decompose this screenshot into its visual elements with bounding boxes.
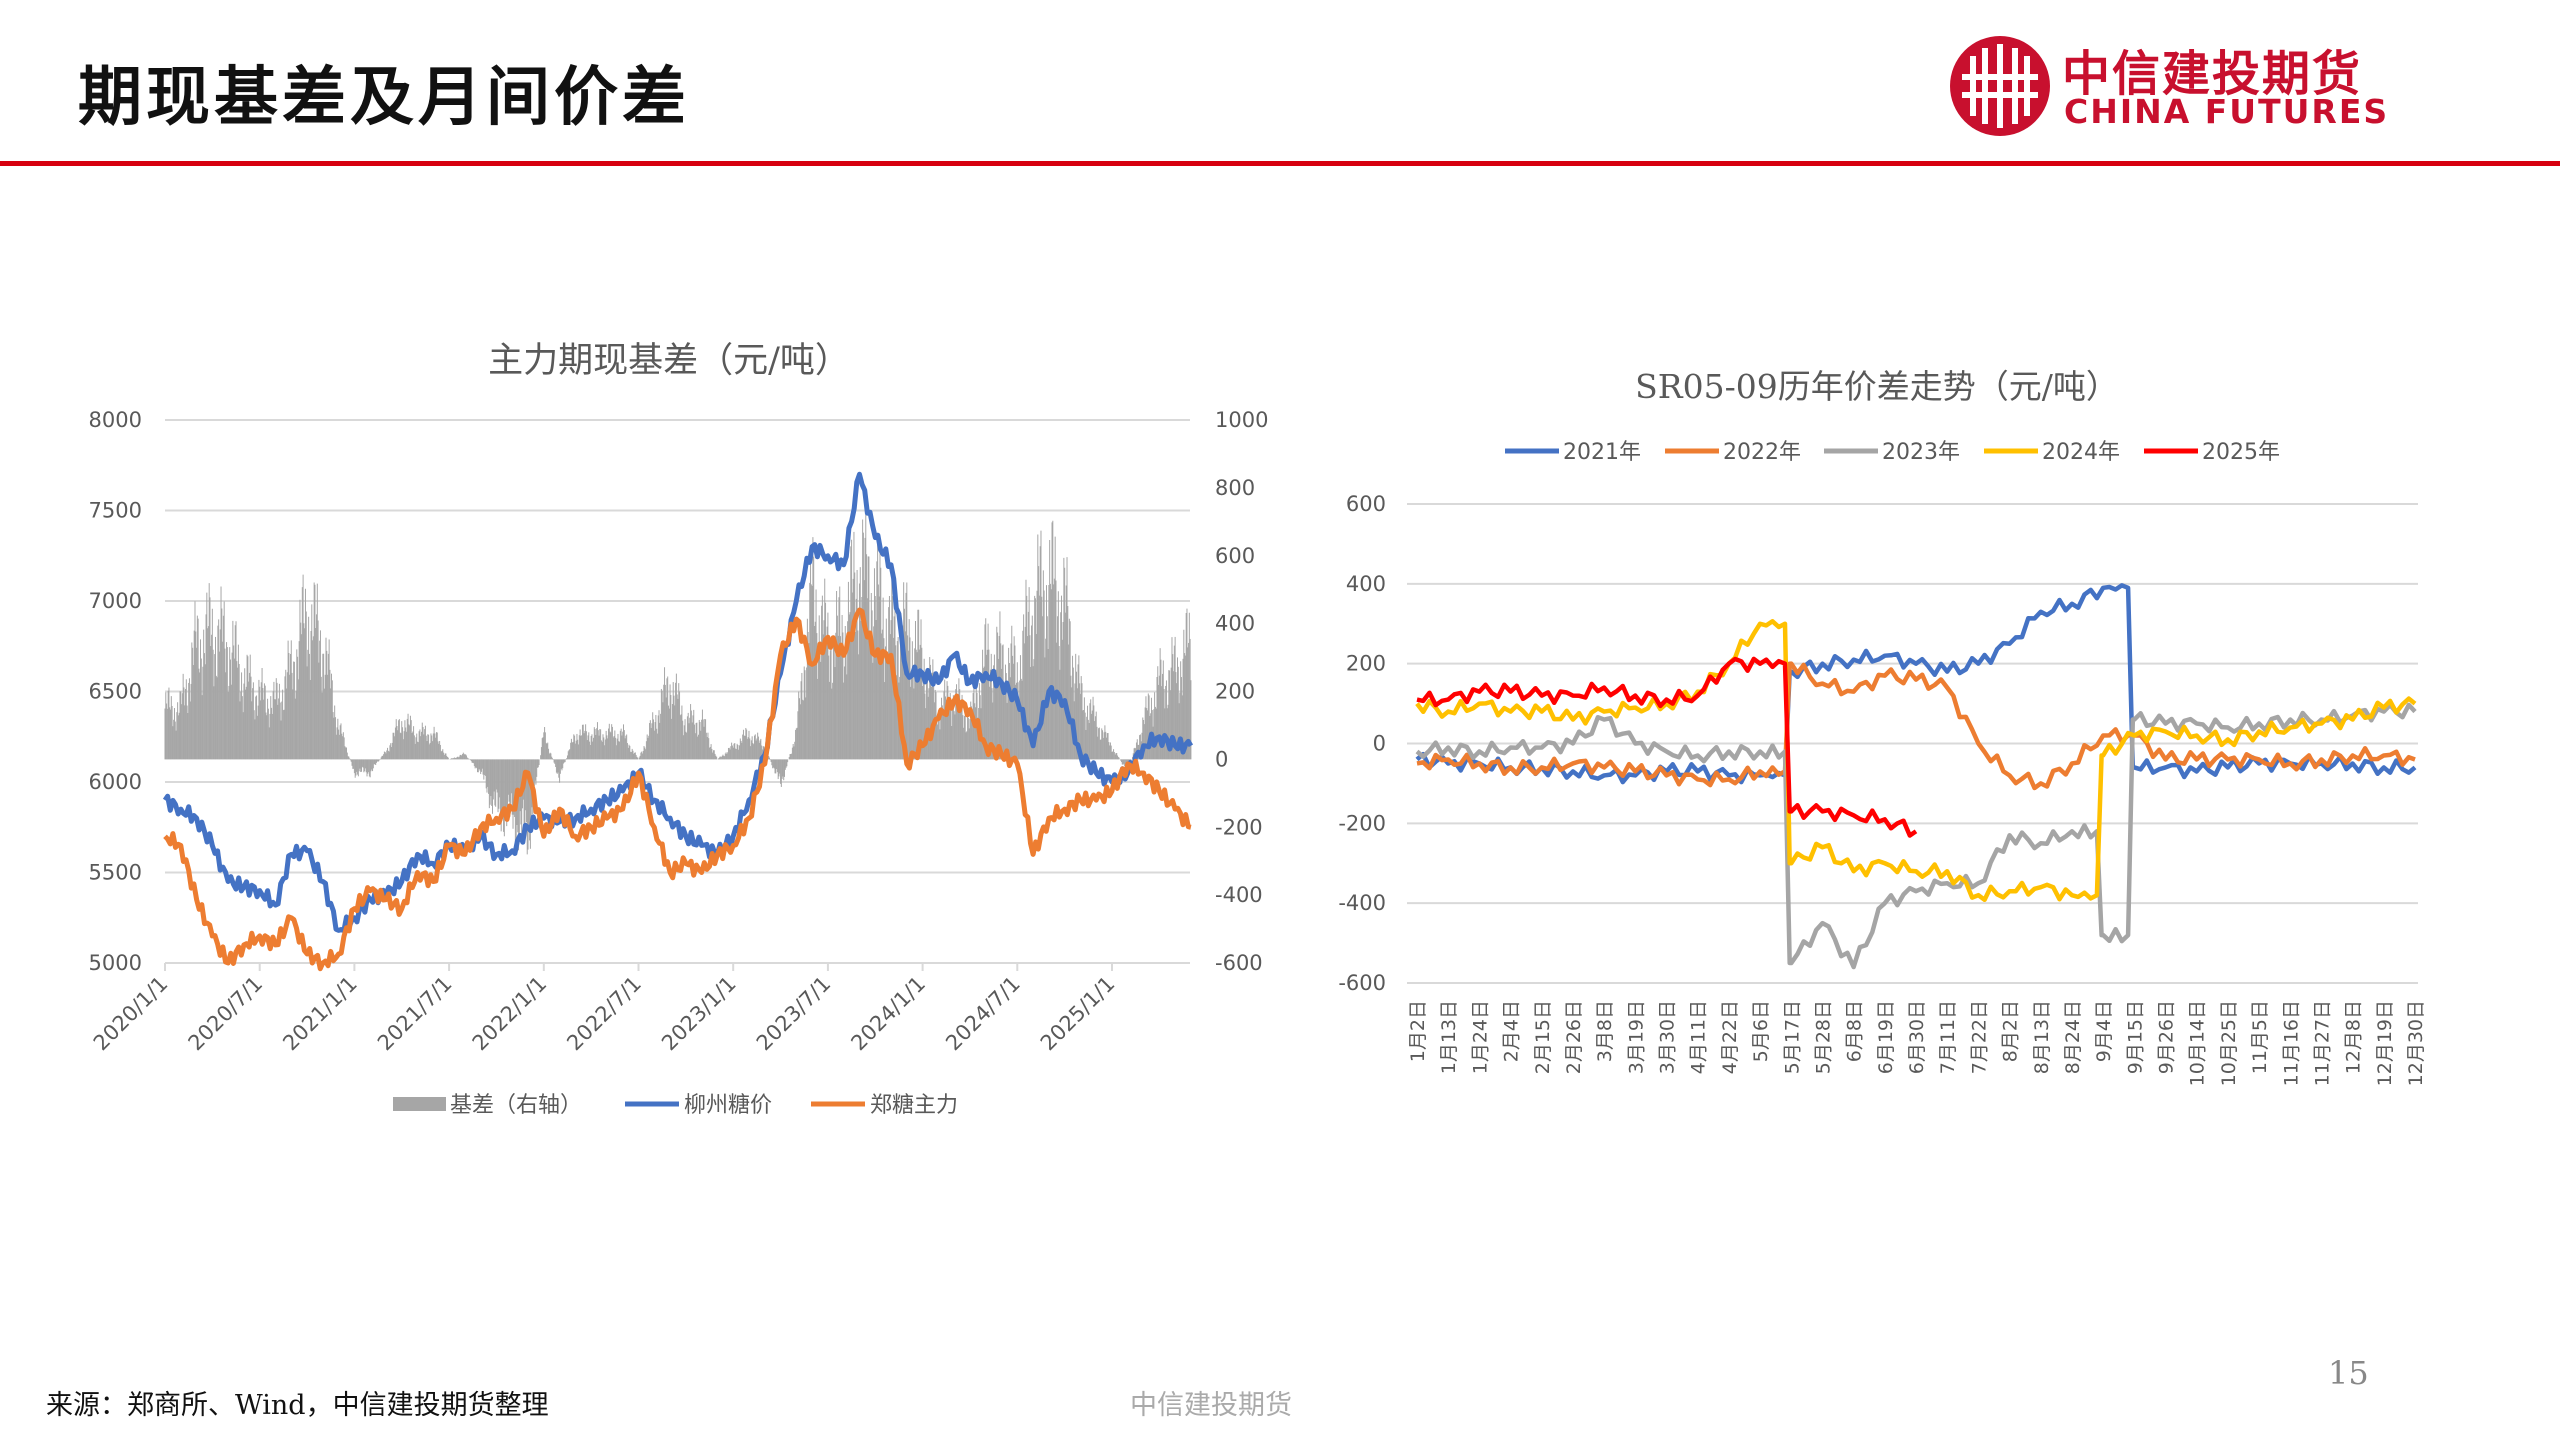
page-title: 期现基差及月间价差 (78, 60, 690, 135)
right-axis-tick-label: -200 (1215, 815, 1263, 839)
x-axis-tick-label: 7月22日 (1968, 1000, 1990, 1074)
basis-chart-title: 主力期现基差（元/吨） (488, 341, 850, 381)
left-axis-tick-label: 7500 (89, 499, 142, 523)
x-axis-tick-label: 12月30日 (2405, 1000, 2427, 1086)
source-note: 来源：郑商所、Wind，中信建投期货整理 (46, 1390, 549, 1421)
x-axis-tick-label: 9月4日 (2093, 1000, 2115, 1062)
x-axis-tick-label: 1月24日 (1469, 1000, 1491, 1074)
x-axis-tick-label: 2020/7/1 (184, 972, 268, 1056)
x-axis-tick-label: 2021/7/1 (373, 972, 457, 1056)
spread-line-2023 (1415, 702, 2417, 970)
left-axis-tick-label: 6000 (89, 770, 142, 794)
left-axis-tick-label: 7000 (89, 589, 142, 613)
x-axis-tick-label: 2022/7/1 (562, 972, 646, 1056)
left-axis-tick-label: 6500 (89, 680, 142, 704)
x-axis-tick-label: 6月30日 (1906, 1000, 1928, 1074)
right-axis-tick-label: -600 (1215, 951, 1263, 975)
y-axis-tick-label: 0 (1373, 732, 1386, 756)
x-axis-tick-label: 7月11日 (1937, 1000, 1959, 1074)
left-axis-tick-label: 8000 (89, 408, 142, 432)
x-axis-tick-label: 8月2日 (2000, 1000, 2022, 1062)
footer-brand: 中信建投期货 (1130, 1390, 1292, 1421)
x-axis-tick-label: 11月27日 (2311, 1000, 2333, 1086)
right-axis-tick-label: 0 (1215, 747, 1228, 771)
legend-label-2021: 2021年 (1563, 440, 1641, 465)
legend-swatch-basis (393, 1097, 446, 1111)
legend-label-basis: 基差（右轴） (450, 1093, 582, 1118)
x-axis-tick-label: 10月25日 (2218, 1000, 2240, 1086)
spread-line-2024 (1415, 619, 2417, 903)
x-axis-tick-label: 2022/1/1 (468, 972, 552, 1056)
y-axis-tick-label: 600 (1346, 492, 1386, 516)
x-axis-tick-label: 12月8日 (2343, 1000, 2365, 1074)
right-axis-tick-label: -400 (1215, 883, 1263, 907)
spread-line-2021 (1415, 583, 2417, 785)
header-divider (0, 161, 2560, 166)
x-axis-tick-label: 2025/1/1 (1036, 972, 1120, 1056)
x-axis-tick-label: 5月6日 (1750, 1000, 1772, 1062)
x-axis-tick-label: 2020/1/1 (89, 972, 173, 1056)
legend-label-2023: 2023年 (1882, 440, 1960, 465)
logo-emblem-icon (1950, 36, 2050, 136)
y-axis-tick-label: 400 (1346, 572, 1386, 596)
x-axis-tick-label: 2024/7/1 (941, 972, 1025, 1056)
right-axis-tick-label: 400 (1215, 612, 1255, 636)
x-axis-tick-label: 2023/1/1 (657, 972, 741, 1056)
legend-label-2025: 2025年 (2202, 440, 2280, 465)
x-axis-tick-label: 5月28日 (1812, 1000, 1834, 1074)
logo-en-text: CHINA FUTURES (2064, 92, 2390, 131)
spread-chart: SR05-09历年价差走势（元/吨） 2021年 2022年 2023年 2024年 2… (1338, 367, 2427, 1086)
x-axis-tick-label: 8月24日 (2062, 1000, 2084, 1074)
x-axis-tick-label: 10月14日 (2187, 1000, 2209, 1086)
y-axis-tick-label: -200 (1338, 811, 1386, 835)
spread-line-2025 (1416, 656, 1918, 838)
right-axis-tick-label: 200 (1215, 680, 1255, 704)
legend-label-2022: 2022年 (1723, 440, 1801, 465)
x-axis-tick-label: 3月30日 (1657, 1000, 1679, 1074)
y-axis-tick-label: -400 (1338, 891, 1386, 915)
x-axis-tick-label: 6月8日 (1844, 1000, 1866, 1062)
x-axis-tick-label: 1月13日 (1438, 1000, 1460, 1074)
page-number: 15 (2328, 1354, 2369, 1392)
zhengzhou-sugar-line (163, 607, 1192, 972)
x-axis-tick-label: 5月17日 (1781, 1000, 1803, 1074)
x-axis-tick-label: 4月11日 (1688, 1000, 1710, 1074)
x-axis-tick-label: 2023/7/1 (752, 972, 836, 1056)
right-axis-tick-label: 800 (1215, 476, 1255, 500)
x-axis-tick-label: 2月26日 (1563, 1000, 1585, 1074)
x-axis-tick-label: 11月16日 (2280, 1000, 2302, 1086)
x-axis-tick-label: 11月5日 (2249, 1000, 2271, 1074)
x-axis-tick-label: 9月15日 (2124, 1000, 2146, 1074)
basis-chart-legend: 基差（右轴） 柳州糖价 郑糖主力 (393, 1093, 958, 1118)
liuzhou-sugar-line (162, 471, 1194, 934)
basis-chart: 主力期现基差（元/吨） 8000750070006500600055005000… (89, 341, 1269, 1118)
x-axis-tick-label: 2月15日 (1532, 1000, 1554, 1074)
y-axis-tick-label: 200 (1346, 652, 1386, 676)
x-axis-tick-label: 4月22日 (1719, 1000, 1741, 1074)
x-axis-tick-label: 2月4日 (1501, 1000, 1523, 1062)
x-axis-tick-label: 9月26日 (2156, 1000, 2178, 1074)
legend-label-zhengzhou: 郑糖主力 (870, 1093, 958, 1118)
spread-line-2022 (1416, 661, 2416, 791)
left-axis-tick-label: 5500 (89, 861, 142, 885)
legend-label-2024: 2024年 (2042, 440, 2120, 465)
right-axis-tick-label: 1000 (1215, 408, 1268, 432)
left-axis-tick-label: 5000 (89, 951, 142, 975)
x-axis-tick-label: 3月8日 (1594, 1000, 1616, 1062)
spread-chart-legend: 2021年 2022年 2023年 2024年 2025年 (1505, 440, 2280, 465)
right-axis-tick-label: 600 (1215, 544, 1255, 568)
china-futures-logo: 中信建投期货 CHINA FUTURES (1948, 34, 2388, 138)
x-axis-tick-label: 2021/1/1 (278, 972, 362, 1056)
x-axis-tick-label: 2024/1/1 (846, 972, 930, 1056)
y-axis-tick-label: -600 (1338, 971, 1386, 995)
x-axis-tick-label: 8月13日 (2031, 1000, 2053, 1074)
x-axis-tick-label: 1月2日 (1407, 1000, 1429, 1062)
x-axis-tick-label: 6月19日 (1875, 1000, 1897, 1074)
spread-chart-title: SR05-09历年价差走势（元/吨） (1635, 367, 2119, 406)
x-axis-tick-label: 3月19日 (1625, 1000, 1647, 1074)
x-axis-tick-label: 12月19日 (2374, 1000, 2396, 1086)
logo-cn-text: 中信建投期货 (2062, 46, 2363, 102)
legend-label-liuzhou: 柳州糖价 (684, 1093, 772, 1118)
